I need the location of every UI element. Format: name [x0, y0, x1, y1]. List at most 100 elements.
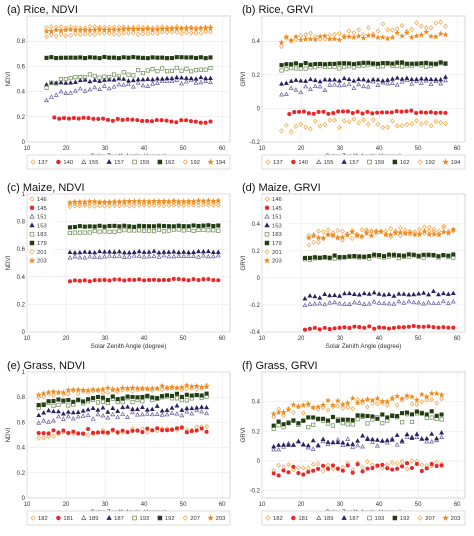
data-point [191, 277, 196, 282]
data-point [130, 25, 137, 32]
data-point [300, 465, 306, 471]
data-point [307, 35, 314, 42]
data-point [51, 403, 56, 408]
legend-label: 140 [298, 160, 308, 166]
legend-label: 145 [272, 206, 282, 212]
legend-marker [106, 159, 112, 164]
data-point [367, 324, 372, 329]
data-point [416, 253, 421, 258]
data-point [355, 442, 361, 448]
data-point [433, 20, 439, 26]
data-point [370, 78, 376, 84]
data-point [345, 422, 350, 427]
legend-label: 207 [425, 516, 435, 522]
data-point [126, 250, 132, 255]
legend-item: 146 [264, 196, 282, 203]
x-tick-label: 20 [298, 502, 305, 508]
data-point [388, 226, 394, 232]
data-point [181, 253, 187, 258]
data-point [433, 76, 439, 82]
legend-marker [442, 158, 449, 165]
data-point [363, 230, 370, 236]
data-point [200, 248, 206, 254]
legend-label: 192 [425, 160, 435, 166]
data-point [330, 439, 336, 445]
data-point [379, 465, 385, 471]
data-point [159, 408, 165, 413]
data-point [341, 75, 347, 81]
data-point [426, 231, 433, 237]
legend-item: 183 [264, 231, 282, 238]
data-point [51, 428, 56, 433]
data-point [126, 254, 132, 259]
data-point [188, 119, 194, 124]
data-point [150, 76, 156, 82]
data-point [94, 386, 102, 393]
data-point [174, 55, 179, 60]
data-point [92, 278, 97, 283]
data-point [365, 121, 371, 127]
data-point [438, 391, 445, 398]
data-point [424, 412, 429, 417]
data-point [317, 295, 323, 300]
data-point [276, 462, 281, 468]
data-point [130, 117, 135, 122]
data-point [394, 432, 400, 437]
data-point [332, 117, 337, 123]
data-point [161, 203, 167, 209]
data-point [394, 29, 401, 36]
data-point [375, 61, 381, 66]
data-point [279, 81, 284, 86]
data-point [139, 385, 146, 392]
data-point [399, 458, 405, 465]
data-point [291, 409, 296, 415]
data-point [130, 84, 136, 89]
data-point [406, 229, 414, 236]
data-point [395, 60, 400, 65]
data-point [191, 202, 196, 208]
x-axis-label: Solar Zenith Angle (degree) [91, 343, 167, 350]
legend-box [261, 510, 466, 526]
data-point [179, 68, 184, 73]
data-point [193, 119, 198, 124]
data-point [291, 464, 296, 469]
data-point [211, 277, 216, 283]
data-point [87, 203, 93, 209]
series-151 [302, 298, 456, 308]
data-point [66, 199, 73, 205]
data-point [189, 428, 194, 434]
legend-marker [341, 159, 347, 164]
data-point [409, 412, 415, 417]
data-point [186, 253, 192, 258]
data-point [302, 35, 309, 42]
data-point [171, 253, 177, 259]
data-point [404, 109, 409, 114]
series-162 [279, 60, 448, 68]
data-point [416, 231, 423, 238]
data-point [416, 324, 421, 329]
data-point [365, 32, 372, 39]
data-point [174, 391, 180, 396]
legend-item: 182 [265, 515, 283, 522]
data-point [193, 80, 199, 85]
data-point [72, 88, 78, 93]
data-point [340, 405, 346, 411]
data-point [340, 109, 346, 114]
data-point [385, 466, 390, 471]
data-point [440, 298, 446, 304]
legend-label: 203 [451, 516, 461, 522]
y-tick-label: -0.2 [250, 140, 261, 146]
data-point [321, 463, 326, 468]
data-point [58, 79, 64, 85]
data-point [78, 55, 83, 60]
data-point [155, 69, 160, 74]
data-point [136, 197, 143, 204]
data-point [428, 81, 434, 86]
data-point [106, 30, 112, 36]
data-point [87, 78, 93, 84]
x-tick-label: 50 [180, 336, 187, 342]
data-point [311, 239, 317, 245]
data-point [126, 203, 132, 209]
y-tick-label: 0.4 [252, 400, 261, 406]
data-point [68, 80, 74, 85]
